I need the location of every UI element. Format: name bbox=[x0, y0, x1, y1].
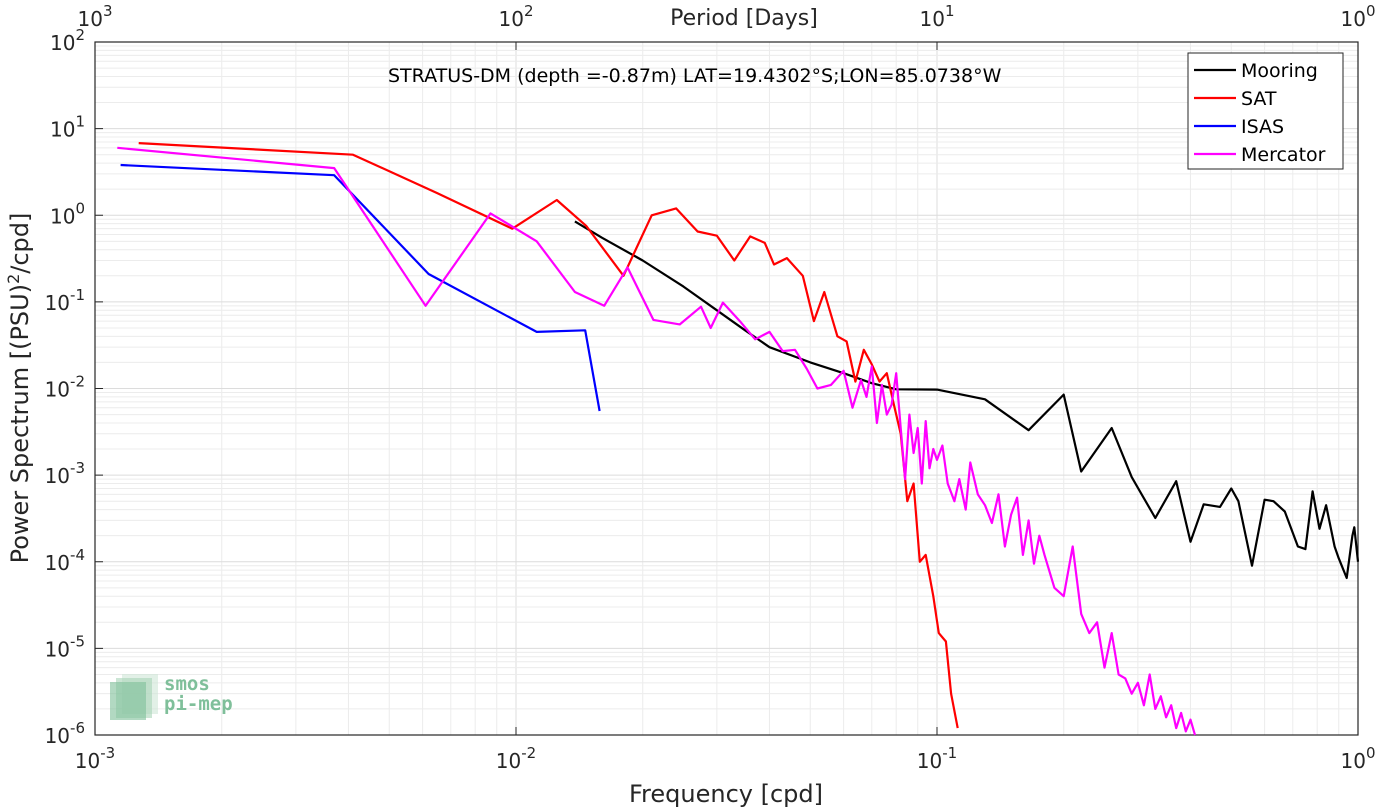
y-tick-label: 10-2 bbox=[45, 373, 85, 402]
top-tick-label: 100 bbox=[1341, 2, 1376, 31]
legend-box bbox=[1187, 52, 1344, 170]
y-tick-label: 101 bbox=[50, 113, 85, 142]
x-tick-label: 10-1 bbox=[917, 744, 957, 773]
logo-text: smos pi-mep bbox=[164, 674, 233, 714]
legend: Mooring SAT ISAS Mercator bbox=[1187, 52, 1344, 170]
top-tick-label: 103 bbox=[78, 2, 113, 31]
logo-mark-icon bbox=[110, 674, 158, 720]
legend-label-mooring: Mooring bbox=[1241, 60, 1318, 82]
top-tick-label: 101 bbox=[920, 2, 955, 31]
series-line-mercator bbox=[117, 146, 1197, 736]
y-tick-label: 100 bbox=[50, 199, 85, 228]
top-tick-label: 102 bbox=[499, 2, 534, 31]
series-line-mooring bbox=[574, 220, 1360, 580]
logo-line-2: pi-mep bbox=[164, 693, 233, 715]
series-line-isas bbox=[120, 163, 601, 412]
y-tick-label: 10-4 bbox=[45, 546, 85, 575]
grid bbox=[94, 42, 1358, 736]
y-tick-label: 10-6 bbox=[45, 719, 85, 748]
y-axis-label: Power Spectrum [(PSU)2/cpd] bbox=[4, 213, 34, 564]
legend-label-sat: SAT bbox=[1241, 88, 1277, 110]
x-tick-label: 10-2 bbox=[496, 744, 536, 773]
logo-line-1: smos bbox=[164, 673, 210, 695]
y-tick-label: 10-1 bbox=[45, 286, 85, 315]
x-tick-label: 100 bbox=[1341, 744, 1376, 773]
legend-label-isas: ISAS bbox=[1241, 116, 1284, 138]
x-tick-label: 10-3 bbox=[75, 744, 115, 773]
smos-pi-mep-logo: smos pi-mep bbox=[108, 670, 248, 726]
y-tick-label: 10-5 bbox=[45, 632, 85, 661]
series-line-sat bbox=[138, 142, 959, 729]
y-tick-label: 10-3 bbox=[45, 459, 85, 488]
legend-label-mercator: Mercator bbox=[1241, 144, 1326, 166]
series-group bbox=[117, 142, 1360, 736]
y-tick-label: 102 bbox=[50, 26, 85, 55]
chart-title: STRATUS-DM (depth =-0.87m) LAT=19.4302°S… bbox=[388, 65, 1002, 87]
top-x-axis-label: Period [Days] bbox=[670, 6, 818, 31]
x-axis-label: Frequency [cpd] bbox=[629, 780, 823, 808]
